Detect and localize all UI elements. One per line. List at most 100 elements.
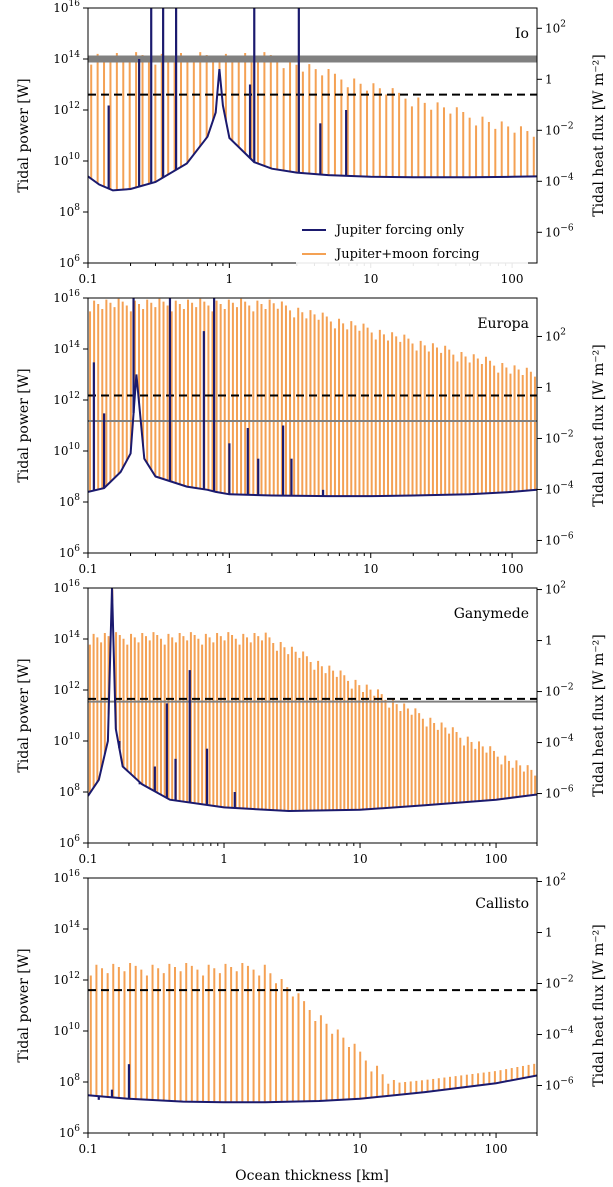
- x-tick-label: 100: [485, 852, 508, 866]
- moon-label: Europa: [477, 316, 529, 332]
- x-tick-label: 100: [485, 1142, 508, 1156]
- right-tick-label: 10−4: [545, 172, 574, 188]
- right-tick-label: 1: [545, 925, 553, 939]
- right-tick-label: 102: [545, 872, 566, 888]
- x-tick-label: 0.1: [78, 562, 97, 576]
- moon-label: Ganymede: [454, 606, 529, 622]
- y-tick-label: 1010: [53, 732, 80, 748]
- right-tick-label: 10−2: [545, 121, 574, 137]
- y-tick-label: 1010: [53, 152, 80, 168]
- y-tick-label: 1016: [53, 0, 80, 15]
- x-tick-label: 100: [501, 272, 524, 286]
- right-tick-label: 10−6: [545, 531, 574, 547]
- y-tick-label: 1014: [53, 340, 80, 356]
- panel-europa: 0.1 1 10 1001061081010101210141016102110−21…: [16, 289, 607, 576]
- y-ticks-right: 102 1 10−2 10−4 10−6: [537, 872, 574, 1092]
- x-ticks: 0.1 1 10 100: [78, 553, 524, 576]
- y-axis-label-left: Tidal power [W]: [16, 658, 32, 772]
- x-tick-label: 10: [363, 272, 378, 286]
- x-tick-label: 10: [352, 1142, 367, 1156]
- plot-area: [88, 298, 537, 498]
- legend-box: [296, 216, 528, 270]
- y-tick-label: 108: [59, 203, 80, 219]
- y-axis-label-left: Tidal power [W]: [16, 368, 32, 482]
- y-tick-label: 1012: [53, 971, 80, 987]
- y-tick-label: 1016: [53, 869, 80, 885]
- right-tick-label: 1: [545, 380, 553, 394]
- y-tick-label: 1010: [53, 442, 80, 458]
- right-tick-label: 10−4: [545, 1025, 574, 1041]
- y-tick-label: 108: [59, 783, 80, 799]
- right-tick-label: 10−6: [545, 223, 574, 239]
- x-tick-label: 1: [220, 1142, 228, 1156]
- x-tick-label: 0.1: [78, 1142, 97, 1156]
- x-tick-label: 1: [226, 562, 234, 576]
- y-tick-label: 1016: [53, 289, 80, 305]
- y-axis-label-left: Tidal power [W]: [16, 78, 32, 192]
- jupiter-forcing-curve: [88, 1074, 537, 1104]
- plot-area: [88, 588, 537, 813]
- x-tick-label: 10: [352, 852, 367, 866]
- jupiter-forcing-curve: [88, 588, 537, 813]
- right-tick-label: 102: [545, 327, 566, 343]
- right-tick-label: 10−6: [545, 785, 574, 801]
- y-tick-label: 1014: [53, 920, 80, 936]
- plot-area: [88, 962, 537, 1104]
- panel-callisto: 0.1 1 10 1001061081010101210141016102110−21…: [16, 869, 607, 1156]
- plot-area: [88, 8, 537, 192]
- x-tick-label: 0.1: [78, 272, 97, 286]
- y-ticks-left: 106 108 1010 1012 1014 1016: [53, 579, 88, 850]
- y-tick-label: 1012: [53, 681, 80, 697]
- plot-frame: [87, 297, 538, 554]
- y-tick-label: 106: [59, 544, 80, 560]
- y-tick-label: 1012: [53, 391, 80, 407]
- y-ticks-left: 106 108 1010 1012 1014 1016: [53, 289, 88, 560]
- y-axis-label-right: Tidal heat flux [W m⁻²]: [591, 54, 607, 217]
- y-tick-label: 1016: [53, 579, 80, 595]
- x-tick-label: 1: [220, 852, 228, 866]
- right-tick-label: 1: [545, 72, 553, 86]
- y-ticks-right: 102 1 10−2 10−4 10−6: [537, 581, 574, 801]
- x-ticks: 0.1 1 10 100: [78, 843, 538, 866]
- jupiter-forcing-curve: [88, 69, 537, 192]
- right-tick-label: 10−4: [545, 480, 574, 496]
- y-axis-label-right: Tidal heat flux [W m⁻²]: [591, 634, 607, 797]
- x-axis-label: Ocean thickness [km]: [235, 1168, 389, 1184]
- y-axis-label-right: Tidal heat flux [W m⁻²]: [591, 344, 607, 507]
- y-ticks-right: 102 1 10−2 10−4 10−6: [537, 327, 574, 547]
- right-tick-label: 102: [545, 19, 566, 35]
- x-ticks: 0.1 1 10 100: [78, 1133, 538, 1156]
- legend-label-moon: Jupiter+moon forcing: [334, 247, 480, 262]
- x-tick-label: 1: [226, 272, 234, 286]
- y-tick-label: 1014: [53, 50, 80, 66]
- y-tick-label: 108: [59, 1073, 80, 1089]
- right-tick-label: 10−2: [545, 429, 574, 445]
- plot-frame: [87, 877, 538, 1134]
- y-tick-label: 106: [59, 254, 80, 270]
- y-tick-label: 106: [59, 834, 80, 850]
- x-tick-label: 10: [363, 562, 378, 576]
- y-tick-label: 106: [59, 1124, 80, 1140]
- right-tick-label: 10−6: [545, 1076, 574, 1092]
- y-ticks-left: 106 108 1010 1012 1014 1016: [53, 0, 88, 270]
- right-tick-label: 10−4: [545, 734, 574, 750]
- right-tick-label: 10−2: [545, 974, 574, 990]
- legend-label-jupiter: Jupiter forcing only: [334, 223, 465, 238]
- x-tick-label: 0.1: [78, 852, 97, 866]
- right-tick-label: 1: [545, 634, 553, 648]
- moon-label: Callisto: [475, 896, 529, 912]
- y-ticks-left: 106 108 1010 1012 1014 1016: [53, 869, 88, 1140]
- y-axis-label-left: Tidal power [W]: [16, 948, 32, 1062]
- plot-frame: [87, 587, 538, 844]
- y-tick-label: 1010: [53, 1022, 80, 1038]
- right-tick-label: 102: [545, 581, 566, 597]
- y-ticks-right: 102 1 10−2 10−4 10−6: [537, 19, 574, 239]
- y-tick-label: 1014: [53, 630, 80, 646]
- jupiter-forcing-curve: [88, 374, 537, 498]
- y-axis-label-right: Tidal heat flux [W m⁻²]: [591, 924, 607, 1087]
- x-tick-label: 100: [501, 562, 524, 576]
- legend: Jupiter forcing only Jupiter+moon forcing: [296, 216, 528, 270]
- y-tick-label: 108: [59, 493, 80, 509]
